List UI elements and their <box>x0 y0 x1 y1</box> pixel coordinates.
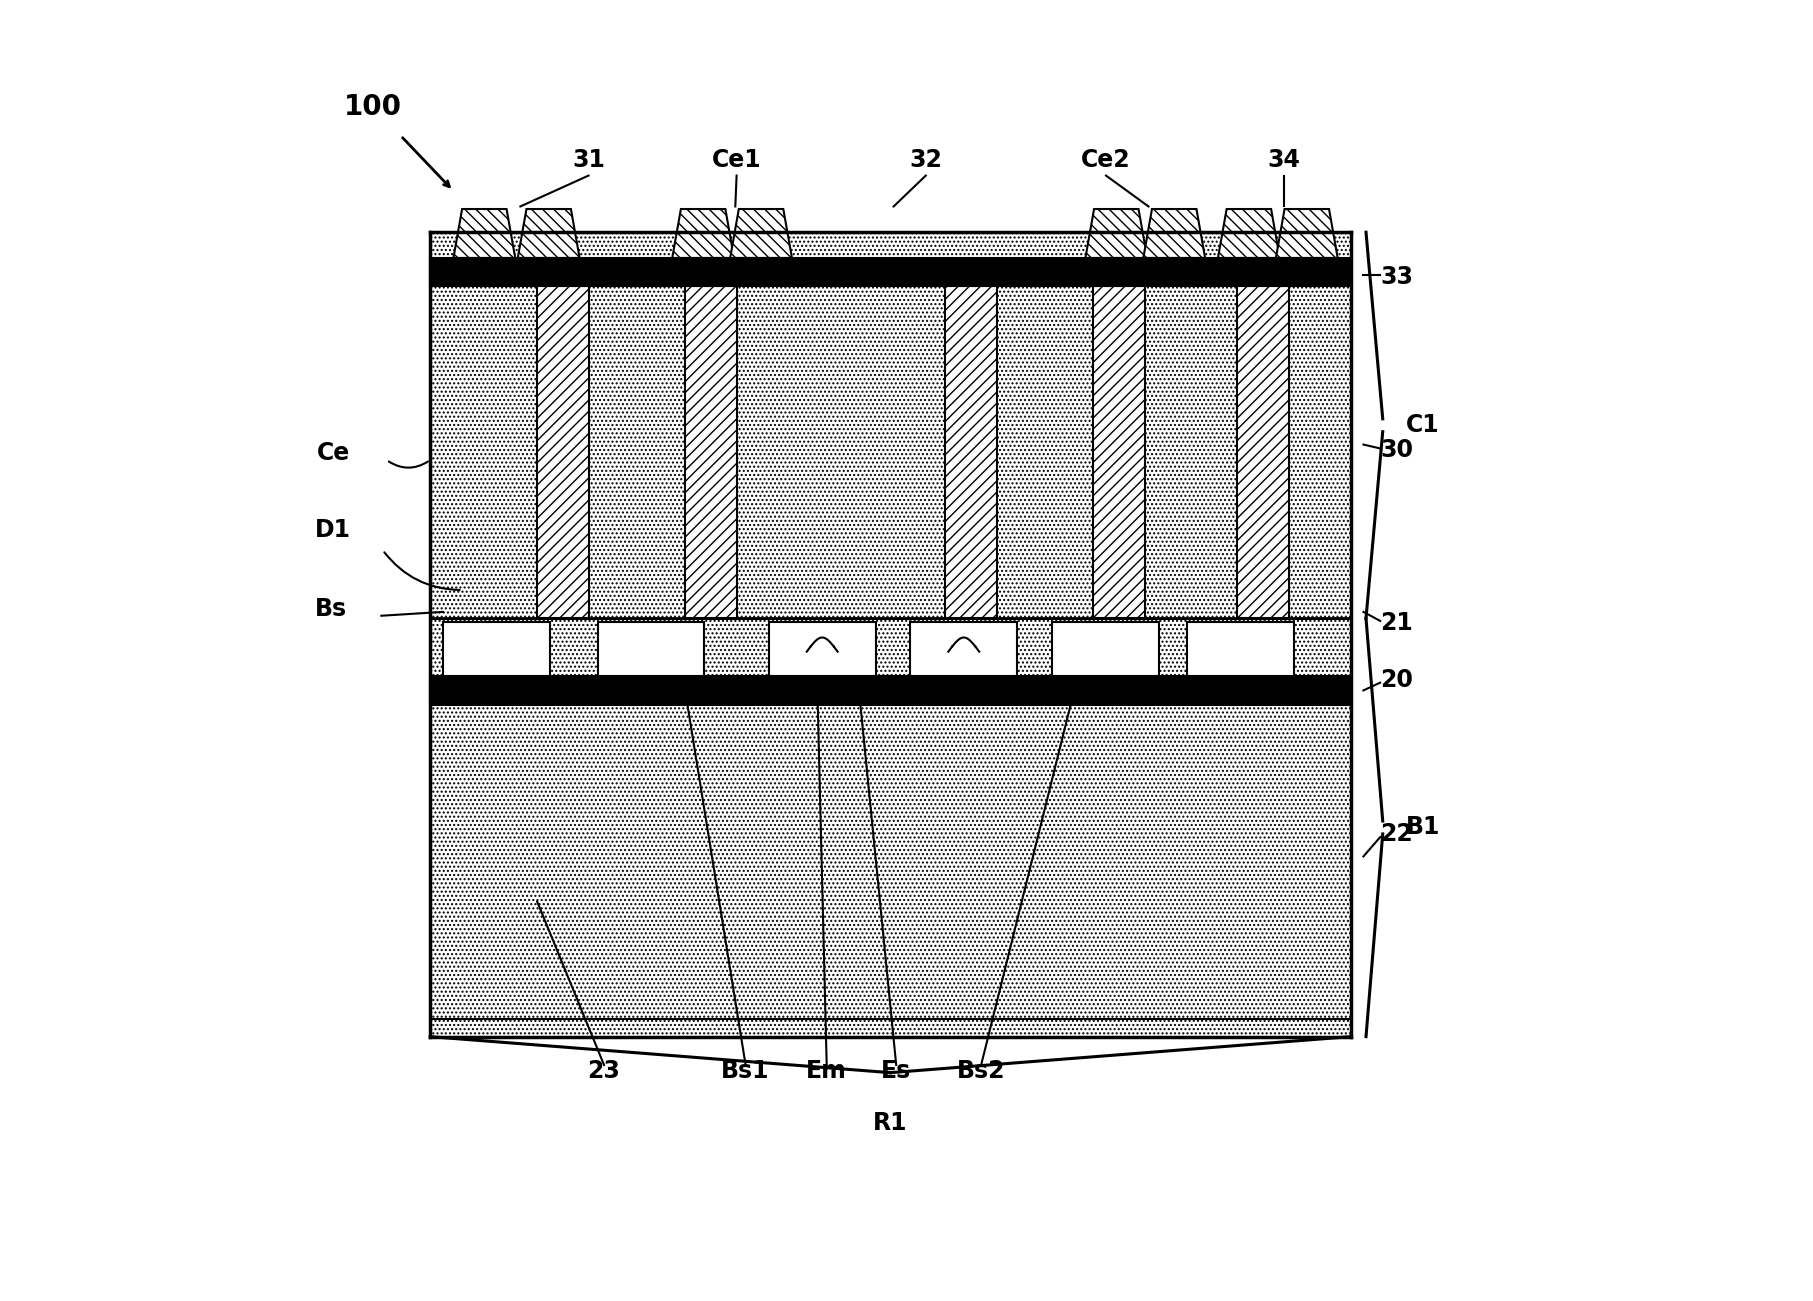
Bar <box>442 622 549 677</box>
Text: 20: 20 <box>1380 667 1412 692</box>
Text: 31: 31 <box>573 147 606 172</box>
Text: Em: Em <box>807 1059 847 1082</box>
Text: D1: D1 <box>314 518 350 543</box>
Polygon shape <box>1144 209 1206 258</box>
Text: 33: 33 <box>1380 264 1412 289</box>
Text: Bs: Bs <box>314 597 346 621</box>
Bar <box>685 286 736 618</box>
Text: Ce1: Ce1 <box>713 147 761 172</box>
Polygon shape <box>673 209 734 258</box>
Text: R1: R1 <box>874 1111 908 1136</box>
Text: 100: 100 <box>344 94 402 121</box>
Text: B1: B1 <box>1405 816 1440 839</box>
Bar <box>769 622 876 677</box>
Text: 23: 23 <box>587 1059 620 1082</box>
Bar <box>945 286 997 618</box>
Text: Ce: Ce <box>317 441 350 464</box>
Bar <box>910 622 1017 677</box>
Text: Bs2: Bs2 <box>957 1059 1006 1082</box>
Polygon shape <box>1218 209 1280 258</box>
Text: 30: 30 <box>1380 438 1412 462</box>
Bar <box>430 618 1351 1037</box>
Bar <box>430 258 1351 286</box>
Polygon shape <box>519 209 580 258</box>
Polygon shape <box>1276 209 1338 258</box>
Bar <box>1093 286 1144 618</box>
Text: C1: C1 <box>1405 414 1440 437</box>
Text: 34: 34 <box>1267 147 1300 172</box>
Bar <box>1236 286 1289 618</box>
Polygon shape <box>731 209 792 258</box>
Text: 22: 22 <box>1380 822 1412 846</box>
Text: Ce2: Ce2 <box>1081 147 1131 172</box>
Text: Es: Es <box>881 1059 912 1082</box>
Text: 21: 21 <box>1380 611 1412 635</box>
Polygon shape <box>1086 209 1148 258</box>
Bar <box>1188 622 1294 677</box>
Bar <box>537 286 589 618</box>
Text: 32: 32 <box>910 147 943 172</box>
Bar <box>1052 622 1159 677</box>
Text: Bs1: Bs1 <box>722 1059 771 1082</box>
Bar <box>598 622 705 677</box>
Polygon shape <box>453 209 515 258</box>
Bar <box>430 677 1351 705</box>
Bar <box>430 232 1351 618</box>
